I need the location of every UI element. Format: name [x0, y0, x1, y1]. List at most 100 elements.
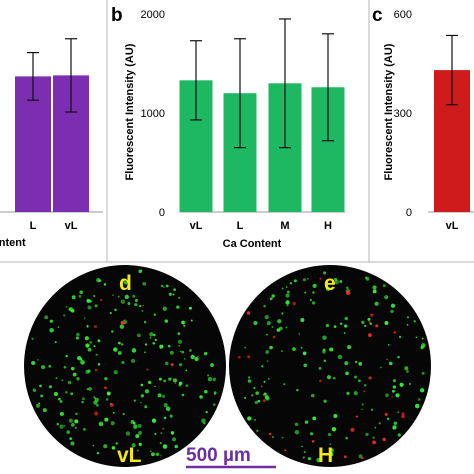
green-cell — [179, 350, 182, 353]
green-cell — [121, 361, 125, 365]
chart-b-xtick-M: M — [280, 220, 289, 232]
green-cell — [264, 315, 269, 320]
green-cell — [154, 338, 157, 342]
green-cell — [176, 305, 180, 309]
green-cell — [93, 345, 96, 348]
green-cell — [358, 379, 361, 383]
green-cell — [97, 363, 101, 366]
green-cell — [133, 421, 136, 425]
green-cell — [154, 385, 156, 388]
green-cell — [154, 432, 157, 435]
green-cell — [86, 388, 89, 391]
green-cell — [337, 354, 343, 360]
chart-a-xtick-L: L — [30, 220, 37, 232]
green-cell — [203, 351, 208, 356]
green-cell — [138, 442, 142, 447]
green-cell — [406, 324, 409, 326]
green-cell — [281, 312, 284, 315]
red-cell — [319, 277, 322, 280]
green-cell — [185, 369, 188, 372]
green-cell — [367, 317, 371, 321]
green-cell — [85, 343, 90, 348]
green-cell — [148, 381, 151, 384]
green-cell — [93, 294, 96, 298]
green-cell — [387, 344, 390, 346]
green-cell — [97, 339, 101, 343]
green-cell — [266, 321, 271, 326]
green-cell — [70, 423, 75, 427]
green-cell — [144, 343, 148, 346]
green-cell — [345, 436, 348, 440]
green-cell — [172, 378, 177, 383]
green-cell — [88, 299, 92, 303]
chart-c-ytick: 600 — [394, 9, 412, 21]
green-cell — [169, 414, 173, 418]
green-cell — [212, 403, 216, 406]
green-cell — [254, 419, 256, 421]
green-cell — [70, 366, 75, 371]
green-cell — [160, 284, 164, 288]
green-cell — [117, 351, 122, 355]
green-cell — [399, 382, 404, 387]
red-cell — [375, 324, 379, 328]
panel-c-letter: c — [372, 5, 383, 26]
red-cell — [368, 333, 372, 337]
green-cell — [325, 286, 331, 291]
green-cell — [112, 294, 114, 297]
red-cell — [268, 432, 272, 436]
chart-a-xlabel: ontent — [0, 237, 26, 249]
green-cell — [247, 379, 252, 383]
green-cell — [170, 431, 175, 435]
green-cell — [40, 394, 44, 398]
green-cell — [333, 414, 338, 418]
green-cell — [112, 411, 115, 414]
green-cell — [177, 332, 181, 336]
micrograph-d — [24, 265, 226, 467]
green-cell — [300, 346, 303, 349]
panel-e-condition: H — [318, 444, 333, 467]
green-cell — [87, 305, 92, 310]
green-cell — [272, 435, 274, 438]
green-cell — [358, 362, 363, 366]
green-cell — [178, 344, 181, 347]
chart-c-ytick: 300 — [394, 108, 412, 120]
green-cell — [56, 422, 60, 426]
green-cell — [257, 399, 261, 403]
green-cell — [370, 408, 374, 411]
green-cell — [385, 393, 389, 398]
green-cell — [296, 388, 299, 392]
green-cell — [286, 290, 290, 294]
green-cell — [420, 388, 425, 393]
green-cell — [213, 393, 216, 396]
green-cell — [164, 361, 169, 366]
green-cell — [322, 335, 327, 340]
green-cell — [153, 313, 156, 316]
green-cell — [393, 421, 398, 426]
green-cell — [68, 418, 73, 423]
green-cell — [134, 303, 138, 307]
green-cell — [266, 360, 269, 363]
green-cell — [162, 444, 168, 449]
green-cell — [65, 354, 68, 358]
green-cell — [55, 377, 58, 380]
green-cell — [151, 418, 157, 423]
chart-c-ylabel: Fluorescent Intensity (AU) — [383, 43, 395, 180]
red-cell — [94, 411, 99, 416]
green-cell — [386, 417, 390, 420]
green-cell — [152, 341, 156, 345]
red-cell — [355, 415, 358, 418]
green-cell — [304, 420, 309, 424]
green-cell — [79, 290, 83, 294]
panel-d-condition: vL — [117, 444, 142, 467]
green-cell — [205, 411, 208, 414]
green-cell — [40, 365, 46, 370]
green-cell — [168, 292, 172, 296]
green-cell — [172, 437, 177, 442]
green-cell — [266, 333, 268, 336]
green-cell — [167, 409, 170, 412]
green-cell — [344, 316, 348, 321]
green-cell — [254, 400, 259, 405]
green-cell — [137, 333, 141, 338]
green-cell — [339, 280, 343, 283]
green-cell — [72, 372, 77, 377]
